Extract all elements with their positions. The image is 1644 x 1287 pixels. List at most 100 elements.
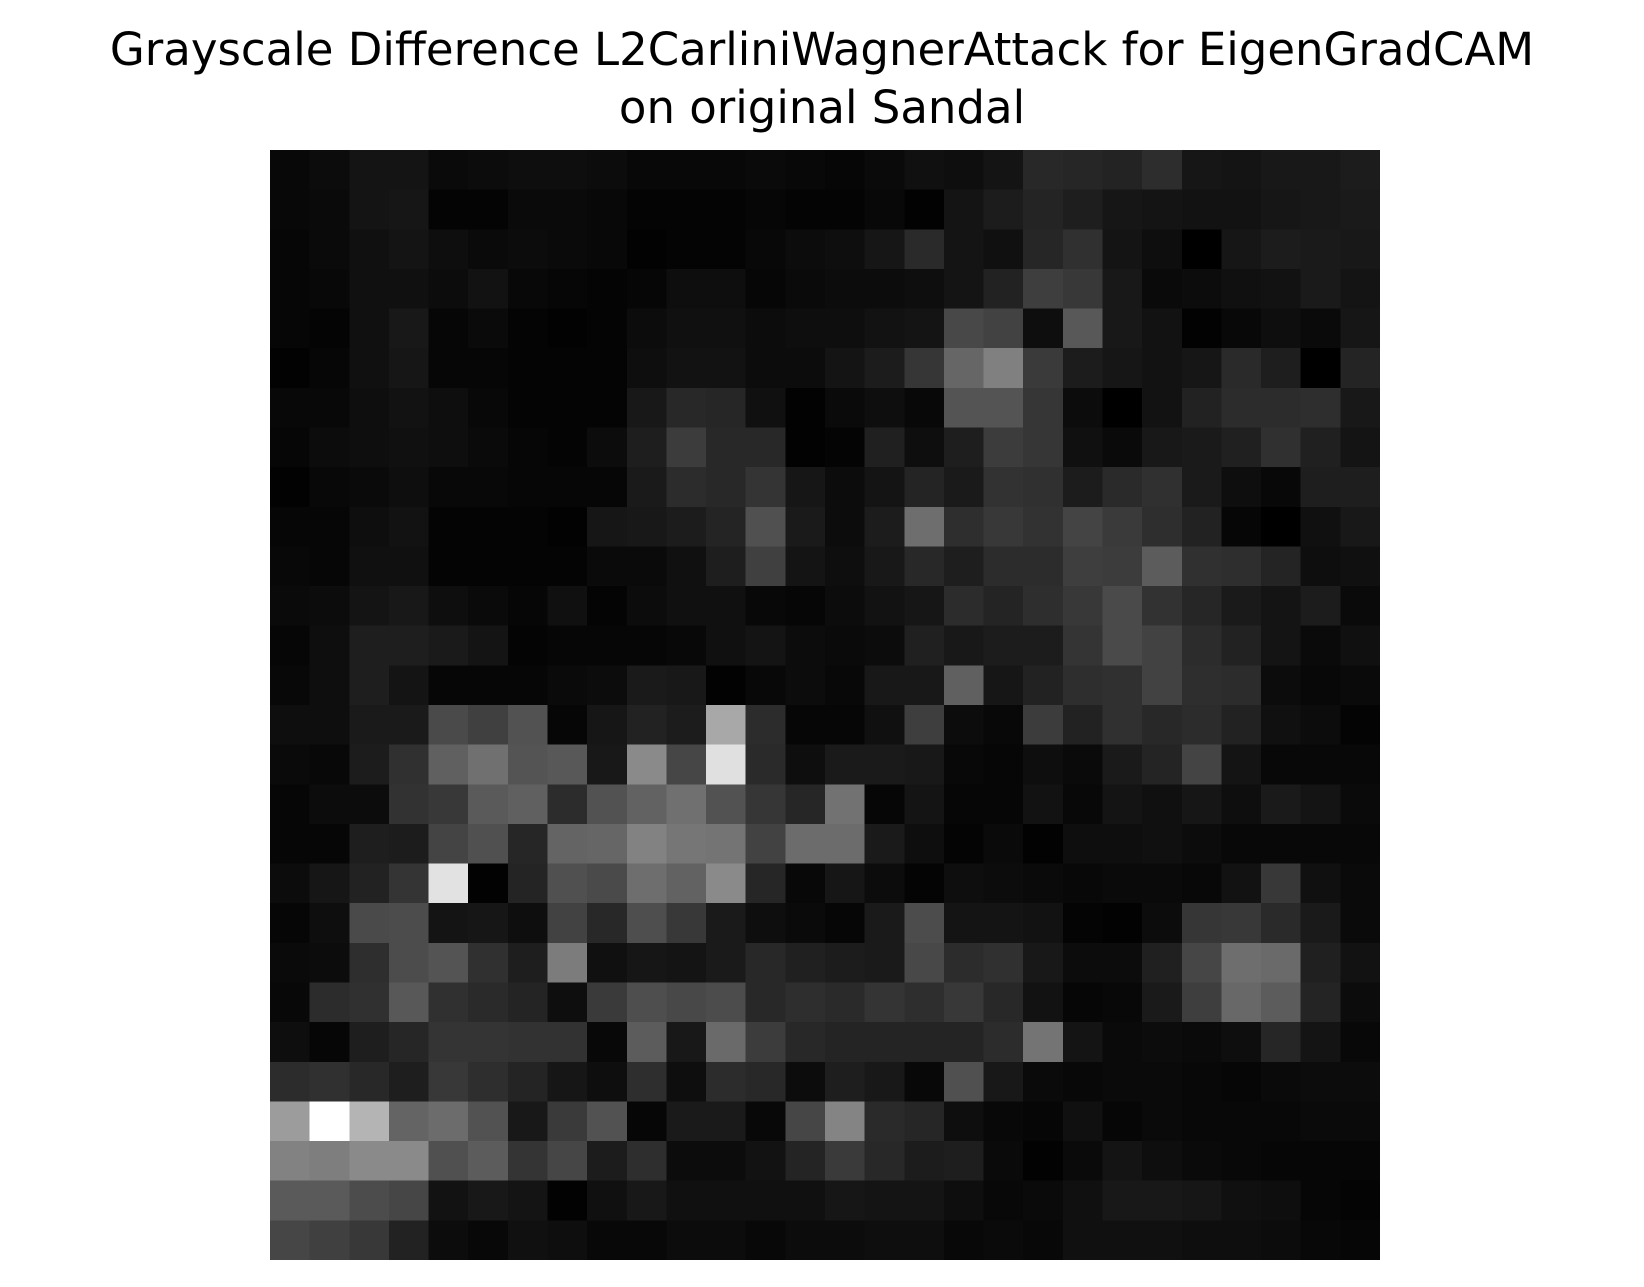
heatmap-cell-r5-c2: [349, 348, 390, 389]
heatmap-cell-r10-c27: [1340, 546, 1380, 587]
heatmap-cell-r6-c9: [626, 387, 668, 429]
heatmap-cell-r19-c27: [1340, 903, 1380, 944]
heatmap-cell-r26-c23: [1181, 1180, 1223, 1221]
heatmap-cell-r4-c27: [1340, 308, 1380, 349]
heatmap-cell-r9-c9: [626, 506, 668, 548]
heatmap-cell-r10-c1: [309, 546, 350, 587]
heatmap-cell-r9-c24: [1221, 506, 1262, 548]
heatmap-cell-r5-c27: [1340, 348, 1380, 389]
heatmap-cell-r3-c11: [706, 268, 747, 310]
heatmap-cell-r8-c0: [270, 467, 311, 508]
heatmap-cell-r27-c22: [1142, 1220, 1183, 1260]
heatmap-cell-r10-c13: [785, 546, 826, 587]
heatmap-cell-r6-c26: [1300, 387, 1341, 429]
heatmap-cell-r1-c13: [785, 189, 826, 230]
heatmap-cell-r10-c19: [1023, 546, 1064, 587]
heatmap-cell-r26-c21: [1102, 1180, 1143, 1221]
heatmap-cell-r15-c1: [309, 744, 350, 785]
heatmap-cell-r15-c7: [547, 744, 588, 785]
heatmap-cell-r8-c19: [1023, 467, 1064, 508]
heatmap-cell-r11-c27: [1340, 586, 1380, 627]
heatmap-cell-r1-c7: [547, 189, 588, 230]
heatmap-cell-r14-c24: [1221, 705, 1262, 746]
heatmap-cell-r25-c10: [666, 1141, 707, 1182]
heatmap-cell-r23-c1: [309, 1061, 350, 1103]
heatmap-cell-r2-c17: [943, 229, 985, 270]
heatmap-cell-r17-c11: [706, 823, 747, 865]
heatmap-cell-r8-c24: [1221, 467, 1262, 508]
heatmap-cell-r6-c14: [825, 387, 866, 429]
heatmap-cell-r16-c12: [745, 784, 786, 825]
heatmap-cell-r22-c5: [468, 1022, 509, 1063]
heatmap-cell-r22-c11: [706, 1022, 747, 1063]
heatmap-cell-r14-c26: [1300, 705, 1341, 746]
heatmap-cell-r10-c2: [349, 546, 390, 587]
heatmap-cell-r0-c8: [587, 150, 628, 191]
heatmap-cell-r20-c11: [706, 942, 747, 984]
heatmap-cell-r2-c24: [1221, 229, 1262, 270]
heatmap-cell-r23-c12: [745, 1061, 786, 1103]
heatmap-cell-r13-c21: [1102, 665, 1143, 706]
heatmap-cell-r9-c0: [270, 506, 311, 548]
heatmap-cell-r17-c27: [1340, 823, 1380, 865]
heatmap-cell-r17-c25: [1261, 823, 1302, 865]
heatmap-cell-r0-c27: [1340, 150, 1380, 191]
heatmap-cell-r20-c17: [943, 942, 985, 984]
heatmap-cell-r9-c26: [1300, 506, 1341, 548]
heatmap-cell-r10-c17: [943, 546, 985, 587]
heatmap-cell-r24-c18: [983, 1101, 1024, 1142]
heatmap-cell-r7-c21: [1102, 427, 1143, 468]
heatmap-cell-r20-c14: [825, 942, 866, 984]
heatmap-cell-r16-c8: [587, 784, 628, 825]
heatmap-cell-r17-c15: [864, 823, 905, 865]
heatmap-cell-r6-c1: [309, 387, 350, 429]
heatmap-cell-r19-c22: [1142, 903, 1183, 944]
heatmap-cell-r15-c22: [1142, 744, 1183, 785]
heatmap-cell-r20-c20: [1062, 942, 1104, 984]
heatmap-cell-r26-c15: [864, 1180, 905, 1221]
heatmap-cell-r1-c19: [1023, 189, 1064, 230]
heatmap-cell-r21-c2: [349, 982, 390, 1023]
heatmap-cell-r11-c1: [309, 586, 350, 627]
heatmap-cell-r9-c12: [745, 506, 786, 548]
heatmap-cell-r27-c24: [1221, 1220, 1262, 1260]
heatmap-cell-r13-c26: [1300, 665, 1341, 706]
heatmap-cell-r8-c3: [388, 467, 430, 508]
heatmap-cell-r18-c5: [468, 863, 509, 904]
heatmap-cell-r27-c3: [388, 1220, 430, 1260]
heatmap-cell-r21-c16: [904, 982, 945, 1023]
heatmap-cell-r14-c4: [428, 705, 469, 746]
heatmap-cell-r16-c15: [864, 784, 905, 825]
heatmap-cell-r20-c1: [309, 942, 350, 984]
heatmap-cell-r19-c14: [825, 903, 866, 944]
heatmap-cell-r5-c20: [1062, 348, 1104, 389]
heatmap-cell-r26-c17: [943, 1180, 985, 1221]
heatmap-cell-r7-c6: [507, 427, 549, 468]
heatmap-cell-r19-c26: [1300, 903, 1341, 944]
heatmap-cell-r25-c3: [388, 1141, 430, 1182]
heatmap-cell-r18-c0: [270, 863, 311, 904]
heatmap-cell-r2-c25: [1261, 229, 1302, 270]
heatmap-cell-r0-c3: [388, 150, 430, 191]
heatmap-cell-r24-c24: [1221, 1101, 1262, 1142]
heatmap-cell-r25-c25: [1261, 1141, 1302, 1182]
heatmap-cell-r0-c21: [1102, 150, 1143, 191]
heatmap-cell-r6-c27: [1340, 387, 1380, 429]
heatmap-cell-r27-c16: [904, 1220, 945, 1260]
heatmap-cell-r9-c1: [309, 506, 350, 548]
heatmap-cell-r6-c18: [983, 387, 1024, 429]
heatmap-cell-r8-c10: [666, 467, 707, 508]
heatmap-cell-r9-c11: [706, 506, 747, 548]
heatmap-cell-r4-c21: [1102, 308, 1143, 349]
heatmap-cell-r4-c6: [507, 308, 549, 349]
heatmap-cell-r4-c16: [904, 308, 945, 349]
heatmap-cell-r1-c20: [1062, 189, 1104, 230]
heatmap-cell-r26-c6: [507, 1180, 549, 1221]
heatmap-cell-r11-c13: [785, 586, 826, 627]
heatmap-cell-r4-c5: [468, 308, 509, 349]
heatmap-cell-r16-c7: [547, 784, 588, 825]
heatmap-cell-r4-c14: [825, 308, 866, 349]
heatmap-cell-r14-c15: [864, 705, 905, 746]
heatmap-cell-r23-c21: [1102, 1061, 1143, 1103]
